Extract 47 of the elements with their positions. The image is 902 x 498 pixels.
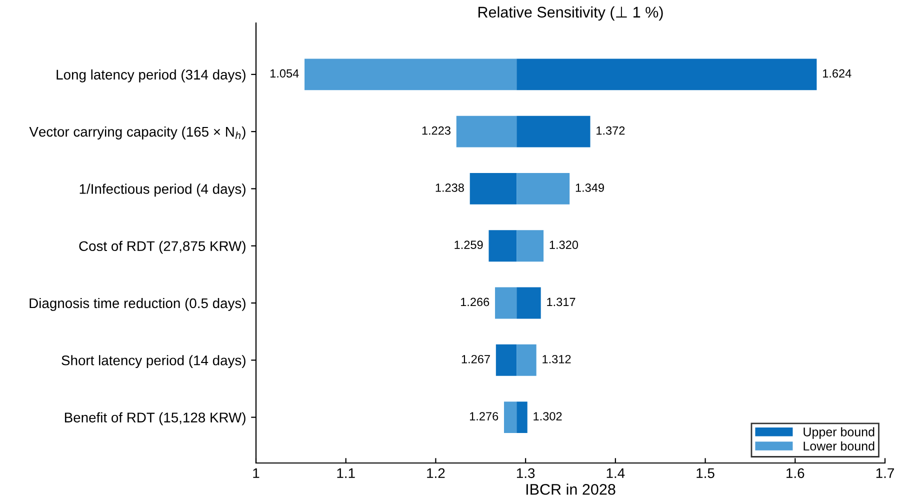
data-label: 1.320 xyxy=(550,240,578,250)
data-label: 1.223 xyxy=(422,126,450,135)
bar xyxy=(496,344,517,376)
data-label: 1.238 xyxy=(436,184,464,192)
x-tick-label: 1.7 xyxy=(876,468,894,478)
x-tick-label: 1.6 xyxy=(786,468,804,478)
bar xyxy=(495,287,517,319)
data-label: 1.276 xyxy=(470,412,498,420)
x-tick-label: 1.3 xyxy=(516,468,535,478)
bar xyxy=(516,173,570,204)
data-label: 1.302 xyxy=(534,412,562,420)
data-label: 1.624 xyxy=(823,69,852,78)
data-label: 1.266 xyxy=(460,298,490,306)
y-tick-label: Diagnosis time reduction (0.5 days) xyxy=(30,298,246,311)
bar xyxy=(488,230,517,262)
bar xyxy=(470,173,517,204)
y-tick-label: Benefit of RDT (15,128 KRW) xyxy=(64,412,246,426)
data-label: 1.349 xyxy=(576,184,604,192)
x-tick-label: 1 xyxy=(253,468,260,478)
bar xyxy=(516,402,528,433)
data-label: 1.259 xyxy=(454,240,483,250)
x-tick-label: 1.1 xyxy=(337,468,355,478)
data-label: 1.267 xyxy=(462,354,490,364)
y-tick-label: Vector carrying capacity (165 × N$_{h}$) xyxy=(29,126,246,140)
bar xyxy=(516,287,541,319)
y-tick-label: Short latency period (14 days) xyxy=(62,355,246,368)
y-tick-label: 1/Infectious period (4 days) xyxy=(80,184,246,197)
x-axis-title: IBCR in 2028 xyxy=(526,484,616,495)
y-tick-label: Long latency period (314 days) xyxy=(56,69,246,82)
data-label: 1.312 xyxy=(542,354,571,364)
data-label: 1.317 xyxy=(547,298,576,306)
chart-title: Relative Sensitivity (⊥ 1 %) xyxy=(478,6,663,21)
bar xyxy=(516,116,590,148)
bar xyxy=(504,402,517,433)
bar xyxy=(516,344,536,376)
data-label: 1.054 xyxy=(270,69,299,78)
bar xyxy=(456,116,517,148)
y-tick-label: Cost of RDT (27,875 KRW) xyxy=(79,240,246,254)
bar xyxy=(516,230,544,262)
bar xyxy=(516,58,817,90)
legend-label: Lower bound xyxy=(804,441,874,451)
legend-label: Upper bound xyxy=(804,427,874,439)
bar xyxy=(304,58,517,90)
x-tick-label: 1.5 xyxy=(696,468,714,478)
x-tick-label: 1.2 xyxy=(427,468,445,478)
data-label: 1.372 xyxy=(596,126,625,135)
x-tick-label: 1.4 xyxy=(606,468,625,478)
